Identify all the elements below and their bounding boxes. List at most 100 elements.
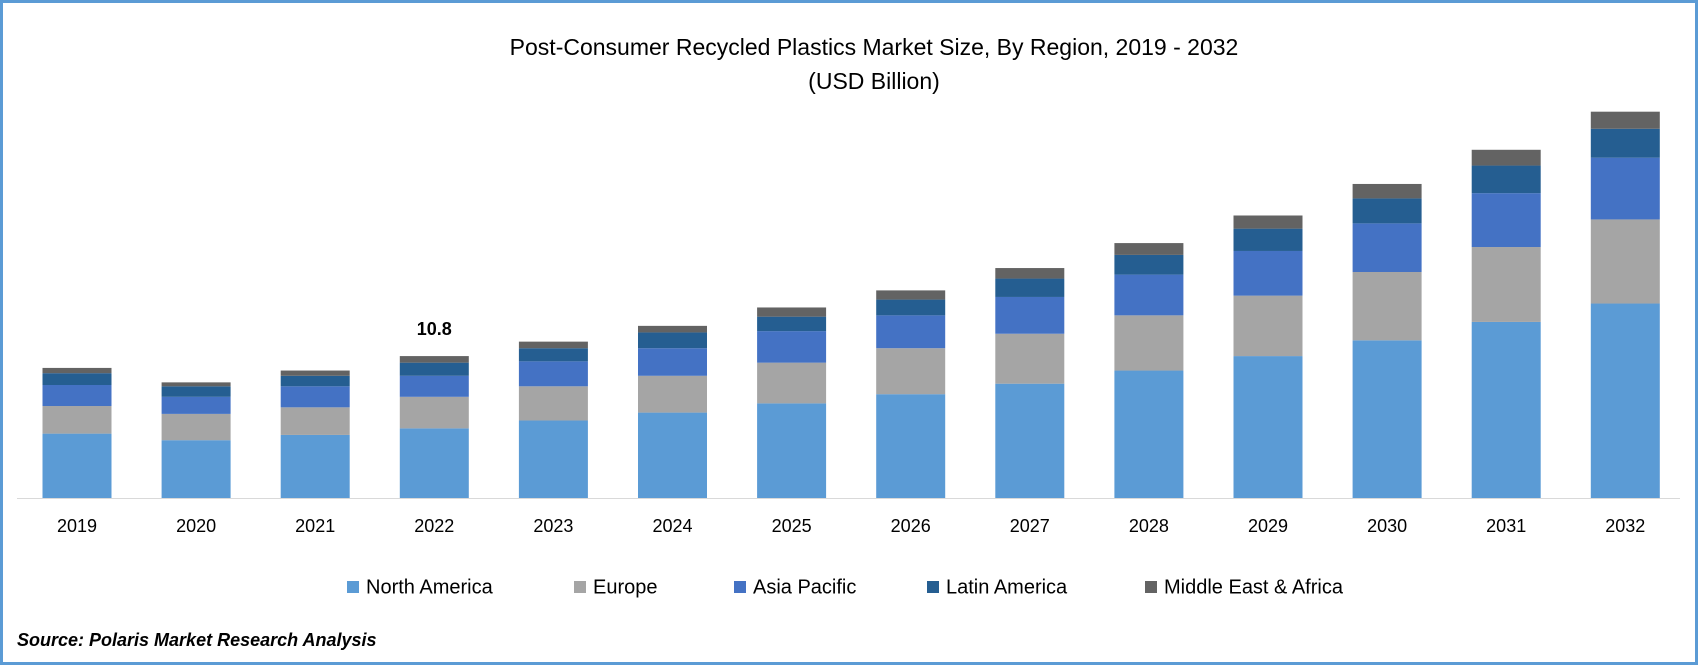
legend-label: Asia Pacific bbox=[753, 576, 856, 598]
legend-swatch bbox=[734, 581, 746, 593]
bar-segment bbox=[161, 413, 231, 441]
bar-segment bbox=[399, 428, 469, 498]
bar-segment bbox=[1352, 198, 1422, 224]
legend-label: Latin America bbox=[946, 576, 1068, 598]
bar-segment bbox=[876, 290, 946, 300]
bar-segment bbox=[399, 356, 469, 363]
bar-segment bbox=[995, 278, 1065, 297]
x-tick-label: 2032 bbox=[1605, 516, 1645, 536]
bar-segment bbox=[399, 375, 469, 397]
bar-segment bbox=[1352, 271, 1422, 341]
legend-label: Middle East & Africa bbox=[1164, 576, 1344, 598]
bar-segment bbox=[757, 403, 827, 498]
legend-swatch bbox=[574, 581, 586, 593]
bar-segment bbox=[1114, 274, 1184, 316]
bar-segment bbox=[1352, 223, 1422, 272]
bar-segment bbox=[1114, 315, 1184, 371]
bar-segment bbox=[280, 375, 350, 387]
bar-segment bbox=[1233, 228, 1303, 251]
bar-segment bbox=[518, 348, 588, 362]
bar-segment bbox=[1471, 149, 1541, 166]
bar-segment bbox=[876, 394, 946, 498]
bar-segment bbox=[399, 362, 469, 376]
bar-segment bbox=[42, 384, 112, 407]
bar-segment bbox=[638, 325, 707, 333]
bar-segment bbox=[399, 396, 469, 429]
bar-segment bbox=[638, 375, 707, 413]
bar-segment bbox=[1352, 183, 1422, 199]
bar-segment bbox=[757, 331, 827, 363]
bar-segment bbox=[1590, 111, 1660, 129]
x-tick-label: 2020 bbox=[176, 516, 216, 536]
bar-segment bbox=[1471, 247, 1541, 322]
bar-segment bbox=[161, 386, 231, 397]
bar-segment bbox=[1233, 356, 1303, 498]
bar-segment bbox=[1590, 219, 1660, 304]
bar-segment bbox=[876, 299, 946, 316]
x-tick-label: 2023 bbox=[533, 516, 573, 536]
x-tick-label: 2031 bbox=[1486, 516, 1526, 536]
bar-segment bbox=[42, 406, 112, 434]
bar-segment bbox=[1590, 157, 1660, 220]
bar-segment bbox=[1114, 370, 1184, 498]
bar-segment bbox=[280, 407, 350, 435]
chart-subtitle: (USD Billion) bbox=[808, 68, 940, 94]
bar-segment bbox=[757, 316, 827, 332]
bar-segment bbox=[1471, 165, 1541, 194]
x-tick-label: 2030 bbox=[1367, 516, 1407, 536]
bar-segment bbox=[1352, 340, 1422, 498]
legend-swatch bbox=[1145, 581, 1157, 593]
value-label: 10.8 bbox=[417, 319, 452, 339]
bar-segment bbox=[638, 348, 707, 376]
x-tick-label: 2021 bbox=[295, 516, 335, 536]
x-tick-label: 2019 bbox=[57, 516, 97, 536]
x-tick-label: 2027 bbox=[1010, 516, 1050, 536]
bar-segment bbox=[280, 434, 350, 498]
bar-segment bbox=[757, 362, 827, 404]
bar-segment bbox=[1114, 254, 1184, 275]
legend-swatch bbox=[927, 581, 939, 593]
bar-segment bbox=[161, 440, 231, 498]
bar-segment bbox=[876, 315, 946, 349]
bar-segment bbox=[638, 332, 707, 349]
bar-segment bbox=[280, 370, 350, 376]
bar-segment bbox=[161, 382, 231, 387]
bar-segment bbox=[1233, 295, 1303, 357]
bar-segment bbox=[757, 307, 827, 317]
bar-segment bbox=[42, 367, 112, 374]
bar-segment bbox=[1114, 243, 1184, 255]
bar-segment bbox=[638, 412, 707, 498]
bar-segment bbox=[42, 373, 112, 385]
x-tick-label: 2022 bbox=[414, 516, 454, 536]
legend-label: Europe bbox=[593, 576, 658, 598]
bar-segment bbox=[995, 333, 1065, 384]
bar-segment bbox=[42, 433, 112, 498]
source: Source: Polaris Market Research Analysis bbox=[17, 630, 377, 650]
bar-segment bbox=[995, 383, 1065, 498]
x-tick-label: 2024 bbox=[652, 516, 692, 536]
bar-segment bbox=[518, 341, 588, 349]
bar-segment bbox=[518, 420, 588, 498]
legend-label: North America bbox=[366, 576, 494, 598]
bar-segment bbox=[1233, 215, 1303, 229]
bar-segment bbox=[161, 396, 231, 414]
bar-segment bbox=[518, 361, 588, 387]
bar-segment bbox=[1590, 128, 1660, 158]
bar-segment bbox=[518, 386, 588, 421]
x-tick-label: 2025 bbox=[772, 516, 812, 536]
x-tick-label: 2026 bbox=[891, 516, 931, 536]
bar-segment bbox=[995, 296, 1065, 334]
bar-segment bbox=[1233, 250, 1303, 296]
bar-segment bbox=[876, 348, 946, 395]
x-tick-label: 2029 bbox=[1248, 516, 1288, 536]
chart-title: Post-Consumer Recycled Plastics Market S… bbox=[510, 34, 1239, 60]
bar-segment bbox=[1590, 303, 1660, 498]
bar-segment bbox=[280, 386, 350, 408]
bar-segment bbox=[1471, 193, 1541, 248]
bar-segment bbox=[1471, 321, 1541, 498]
x-tick-label: 2028 bbox=[1129, 516, 1169, 536]
legend-swatch bbox=[347, 581, 359, 593]
bar-segment bbox=[995, 268, 1065, 279]
